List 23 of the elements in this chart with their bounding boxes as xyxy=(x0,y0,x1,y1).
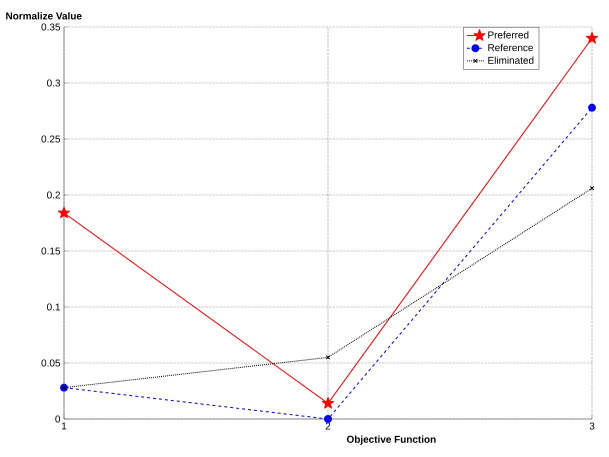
point xyxy=(324,415,332,423)
y-tick-label: 0.1 xyxy=(47,303,60,311)
y-tick-label: 0.05 xyxy=(41,359,60,367)
point xyxy=(588,104,596,112)
y-tick-label: 0.2 xyxy=(47,191,60,199)
y-tick-label: 0.35 xyxy=(41,23,60,31)
x-tick-label: 1 xyxy=(62,422,66,430)
y-tick-label: 0.3 xyxy=(47,79,60,87)
point xyxy=(590,186,594,191)
point xyxy=(58,206,70,218)
point xyxy=(326,355,330,360)
legend-label: Preferred xyxy=(488,31,528,38)
y-tick-label: 0 xyxy=(55,415,60,423)
point xyxy=(322,396,334,409)
x-tick-label: 3 xyxy=(590,422,594,430)
y-tick-label: 0.15 xyxy=(41,247,60,255)
point xyxy=(586,32,598,44)
y-axis-title: Normalize Value xyxy=(6,12,82,20)
y-tick-label: 0.25 xyxy=(41,135,60,143)
legend-label: Eliminated xyxy=(488,56,534,64)
x-axis-title: Objective Function xyxy=(346,436,436,445)
legend-label: Reference xyxy=(488,44,534,52)
x-tick-label: 2 xyxy=(326,422,330,430)
